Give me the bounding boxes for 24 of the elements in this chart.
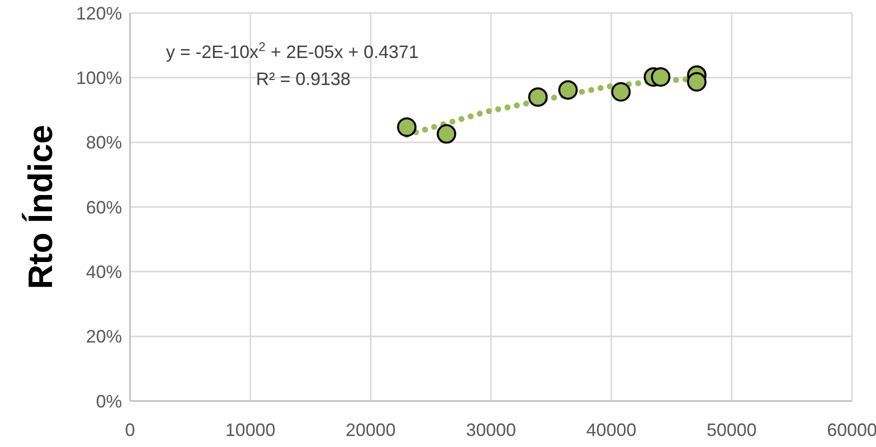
- y-tick-label: 100%: [76, 68, 122, 88]
- point: [687, 72, 707, 92]
- y-tick-label: 80%: [86, 132, 122, 153]
- y-axis-title: Rto Índice: [21, 124, 60, 290]
- y-tick-label: 120%: [76, 3, 122, 24]
- point: [528, 87, 548, 107]
- x-tick-label: 60000: [826, 420, 876, 440]
- annotation: R² = 0.9138: [256, 69, 351, 89]
- x-tick-label: 30000: [466, 420, 516, 440]
- x-tick-label: 50000: [706, 420, 757, 440]
- y-tick-label: 0%: [96, 391, 122, 412]
- x-tick-label: 20000: [346, 420, 396, 440]
- point: [397, 117, 417, 137]
- x-tick-label: 0: [124, 420, 136, 440]
- y-tick-label: 60%: [86, 197, 122, 218]
- point: [650, 67, 670, 87]
- y-tick-label: 40%: [86, 262, 122, 282]
- point: [611, 82, 631, 102]
- point: [558, 80, 578, 100]
- point: [436, 124, 456, 144]
- x-tick-label: 10000: [225, 420, 276, 440]
- annotation: y = -2E-10x$^{2}$ + 2E-05x + 0.4371: [166, 40, 419, 62]
- x-tick-label: 40000: [586, 420, 636, 440]
- y-tick-label: 20%: [86, 326, 122, 347]
